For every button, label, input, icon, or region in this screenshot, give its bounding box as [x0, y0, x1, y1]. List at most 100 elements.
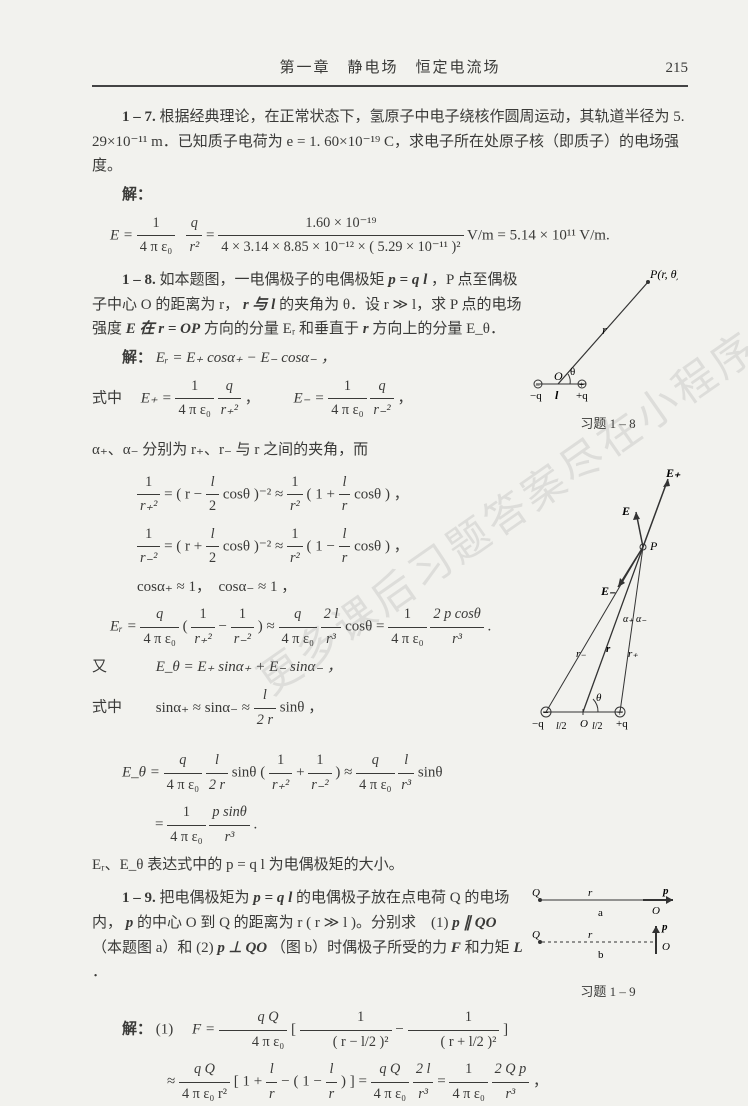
d: 4 π ε₀: [328, 399, 366, 423]
t: cosθ =: [345, 619, 388, 635]
t: +: [296, 765, 308, 781]
d: r₋²: [370, 399, 393, 423]
d: r₊²: [191, 628, 214, 652]
t: [: [291, 1022, 300, 1038]
n: 1: [269, 749, 292, 774]
d: r₊²: [137, 495, 160, 519]
lbl: r₊: [628, 648, 638, 660]
t: .: [253, 817, 257, 833]
d: 2 r: [254, 709, 276, 733]
d: 4 π ε₀: [175, 399, 213, 423]
t: sinθ: [418, 765, 443, 781]
page: 第一章 静电场 恒定电流场 215 更多课后习题答案尽在小程序 1 – 7. 根…: [0, 0, 748, 1022]
svg-text:−: −: [543, 708, 549, 719]
t: E 在 r = OP: [126, 321, 200, 337]
d: 4 π ε₀: [219, 1031, 287, 1055]
d: r₋²: [231, 628, 254, 652]
t: ) ≈: [335, 765, 356, 781]
p18-fig1: P(r, θ) r − + −q l +q O θ 习题 1 – 8: [528, 264, 688, 434]
t: Eᵣ =: [110, 619, 137, 635]
d: 4 π ε₀ r²: [179, 1083, 230, 1106]
t: −: [218, 619, 230, 635]
lbl: −q: [530, 390, 542, 402]
n: l: [398, 749, 414, 774]
p17-text: 1 – 7. 根据经典理论，在正常状态下，氢原子中电子绕核作圆周运动，其轨道半径…: [92, 105, 688, 179]
t: 方向的分量 Eᵣ 和垂直于: [204, 321, 359, 337]
n: q: [218, 375, 241, 400]
frac-n: 1: [137, 212, 175, 237]
t: ) ≈: [258, 619, 279, 635]
frac-d: r²: [186, 236, 202, 260]
lbl: l: [555, 388, 559, 402]
fig-caption: 习题 1 – 8: [528, 413, 688, 434]
svg-text:+: +: [579, 380, 584, 390]
n: 2 l: [321, 603, 342, 628]
svg-text:l/2: l/2: [556, 721, 567, 732]
t: −: [395, 1022, 407, 1038]
p19-fig: Q r p O a Q r p O b 习题 1 – 9: [528, 882, 688, 1002]
eq-unit: V/m = 5.14 × 10¹¹ V/m.: [467, 227, 610, 243]
n: q Q: [219, 1006, 287, 1031]
t: F: [451, 940, 461, 956]
t: p = q l: [388, 272, 427, 288]
lbl: +q: [576, 390, 588, 402]
t: p ∥ QO: [452, 915, 496, 931]
t: 式中: [92, 700, 122, 716]
fig-1-8a: P(r, θ) r − + −q l +q O θ: [528, 264, 678, 404]
d: r³: [413, 1083, 434, 1106]
d: r: [339, 495, 351, 519]
fig-1-8b: − + −q +q O l/2 l/2 P E₊ E: [528, 467, 683, 737]
t: 的中心 O 到 Q 的距离为 r ( r ≫ l )。分别求 (1): [137, 915, 449, 931]
d: ( r − l/2 )²: [300, 1031, 392, 1055]
t: ) ] =: [341, 1074, 371, 1090]
d: r³: [492, 1083, 530, 1106]
t: E₋ =: [263, 390, 324, 406]
d: r: [266, 1083, 278, 1106]
n: l: [266, 1058, 278, 1083]
sol-label: 解：: [122, 187, 152, 203]
n: 1: [191, 603, 214, 628]
p19-block: 1 – 9. 把电偶极矩为 p = q l 的电偶极子放在点电荷 Q 的电场内，…: [92, 882, 688, 1002]
cos-approx: cosα₊ ≈ 1， cosα₋ ≈ 1 ，: [137, 575, 528, 600]
n: 1: [408, 1006, 500, 1031]
d: r³: [430, 628, 483, 652]
d: 4 π ε₀: [140, 628, 178, 652]
frac-d: 4 π ε₀: [137, 236, 175, 260]
t: (1): [156, 1022, 174, 1038]
lbl: r: [602, 322, 608, 337]
Er-eq: Eᵣ = q4 π ε₀ ( 1r₊² − 1r₋² ) ≈ q4 π ε₀ 2…: [110, 603, 528, 651]
n: q: [140, 603, 178, 628]
p18-sol: 解： Eᵣ = E₊ cosα₊ − E₋ cosα₋ ，: [92, 346, 528, 371]
t: = ( r −: [164, 486, 206, 502]
lbl: p: [662, 885, 669, 897]
d: ( r + l/2 )²: [408, 1031, 500, 1055]
t: E_θ =: [122, 765, 160, 781]
n: 1: [175, 375, 213, 400]
p19-label: 1 – 9.: [122, 890, 156, 906]
p18-you: 又 E_θ = E₊ sinα₊ + E₋ sinα₋ ，: [92, 655, 528, 680]
t: F =: [192, 1022, 215, 1038]
p18-tail: Eᵣ、E_θ 表达式中的 p = q l 为电偶极矩的大小。: [92, 853, 688, 878]
p17-sol-label: 解：: [92, 183, 688, 208]
n: 1: [231, 603, 254, 628]
d: r₊²: [218, 399, 241, 423]
t: ，: [533, 1074, 548, 1090]
n: 1: [137, 471, 160, 496]
lbl: r: [588, 929, 593, 941]
chapter-title: 第一章 静电场 恒定电流场: [279, 60, 500, 76]
rplus-eq: 1r₊² = ( r − l2 cosθ )⁻² ≈ 1r² ( 1 + lr …: [137, 471, 528, 519]
n: 2 l: [413, 1058, 434, 1083]
d: r³: [398, 774, 414, 798]
lbl: O: [580, 718, 588, 730]
lbl: a: [598, 907, 603, 919]
t: 式中: [92, 390, 122, 406]
t: cosθ ) ，: [354, 486, 409, 502]
p18-sin: 式中 sinα₊ ≈ sinα₋ ≈ l2 r sinθ ，: [92, 684, 528, 732]
t: 方向上的分量 E_θ．: [372, 321, 505, 337]
frac-n: q: [186, 212, 202, 237]
t: ]: [503, 1022, 508, 1038]
lbl: b: [598, 949, 604, 961]
lbl: P(r, θ): [649, 267, 678, 281]
t: Eᵣ = E₊ cosα₊ − E₋ cosα₋ ，: [156, 350, 336, 366]
t: r: [363, 321, 369, 337]
